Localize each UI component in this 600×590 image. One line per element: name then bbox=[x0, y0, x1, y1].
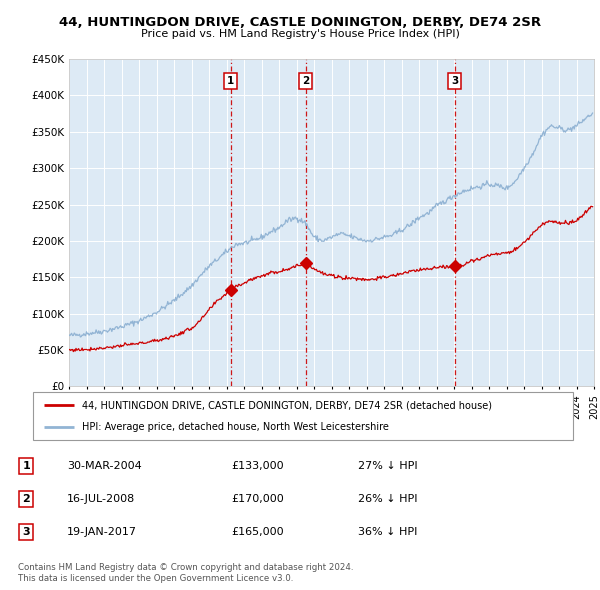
Text: 36% ↓ HPI: 36% ↓ HPI bbox=[358, 527, 417, 537]
Text: 1: 1 bbox=[23, 461, 30, 471]
Text: Price paid vs. HM Land Registry's House Price Index (HPI): Price paid vs. HM Land Registry's House … bbox=[140, 30, 460, 39]
Text: 19-JAN-2017: 19-JAN-2017 bbox=[67, 527, 137, 537]
Text: 1: 1 bbox=[227, 76, 235, 86]
Text: 2: 2 bbox=[23, 494, 30, 504]
Text: 16-JUL-2008: 16-JUL-2008 bbox=[67, 494, 135, 504]
Text: Contains HM Land Registry data © Crown copyright and database right 2024.
This d: Contains HM Land Registry data © Crown c… bbox=[18, 563, 353, 583]
Text: 27% ↓ HPI: 27% ↓ HPI bbox=[358, 461, 417, 471]
Text: £133,000: £133,000 bbox=[231, 461, 284, 471]
Text: HPI: Average price, detached house, North West Leicestershire: HPI: Average price, detached house, Nort… bbox=[82, 422, 388, 432]
Text: 3: 3 bbox=[451, 76, 458, 86]
Text: 30-MAR-2004: 30-MAR-2004 bbox=[67, 461, 142, 471]
Text: 44, HUNTINGDON DRIVE, CASTLE DONINGTON, DERBY, DE74 2SR: 44, HUNTINGDON DRIVE, CASTLE DONINGTON, … bbox=[59, 16, 541, 29]
Text: £165,000: £165,000 bbox=[231, 527, 284, 537]
Text: £170,000: £170,000 bbox=[231, 494, 284, 504]
Text: 26% ↓ HPI: 26% ↓ HPI bbox=[358, 494, 417, 504]
Text: 3: 3 bbox=[23, 527, 30, 537]
Text: 44, HUNTINGDON DRIVE, CASTLE DONINGTON, DERBY, DE74 2SR (detached house): 44, HUNTINGDON DRIVE, CASTLE DONINGTON, … bbox=[82, 400, 491, 410]
Text: 2: 2 bbox=[302, 76, 310, 86]
